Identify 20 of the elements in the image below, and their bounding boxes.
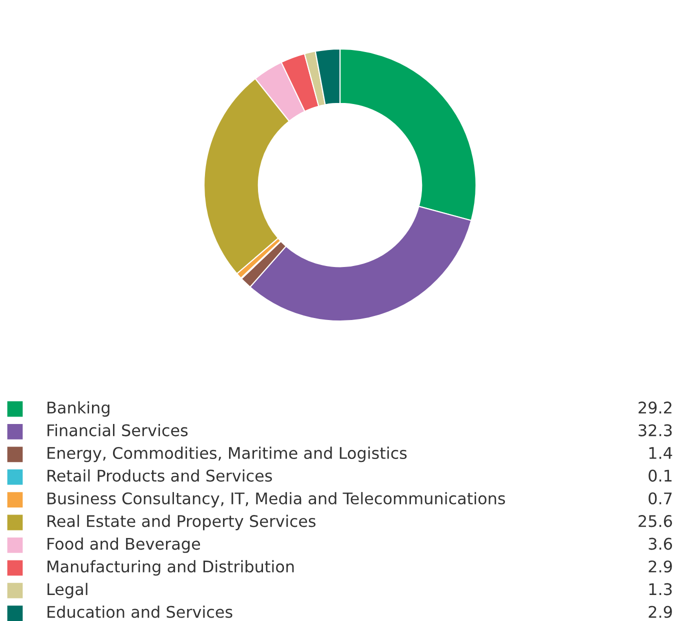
legend-label: Retail Products and Services xyxy=(48,469,272,482)
legend-label: Real Estate and Property Services xyxy=(48,514,316,530)
legend-label: Financial Services xyxy=(48,424,188,436)
legend-label: Food and Beverage xyxy=(48,537,200,553)
legend-label: Business Consultancy, IT, Media and Telecommunications xyxy=(48,492,505,508)
legend-label: Energy, Commodities, Maritime and Logistics xyxy=(48,446,407,462)
data-label: 0.1 xyxy=(648,470,672,482)
data-label: 32.3 xyxy=(638,424,672,436)
data-label: 3.6 xyxy=(648,538,672,550)
data-label: 2.9 xyxy=(648,606,672,618)
legend-label: Legal xyxy=(48,582,88,598)
legend-label: Manufacturing and Distribution xyxy=(48,560,294,576)
data-label: 0.7 xyxy=(648,492,672,504)
data-label: 1.4 xyxy=(649,447,672,459)
legend-label: Education and Services xyxy=(48,606,232,618)
data-label: 1.3 xyxy=(649,583,672,596)
data-label: 2.9 xyxy=(648,560,672,573)
legend-label: Banking xyxy=(48,401,110,417)
data-label: 29.2 xyxy=(638,402,672,414)
data-label: 25.6 xyxy=(638,515,672,528)
